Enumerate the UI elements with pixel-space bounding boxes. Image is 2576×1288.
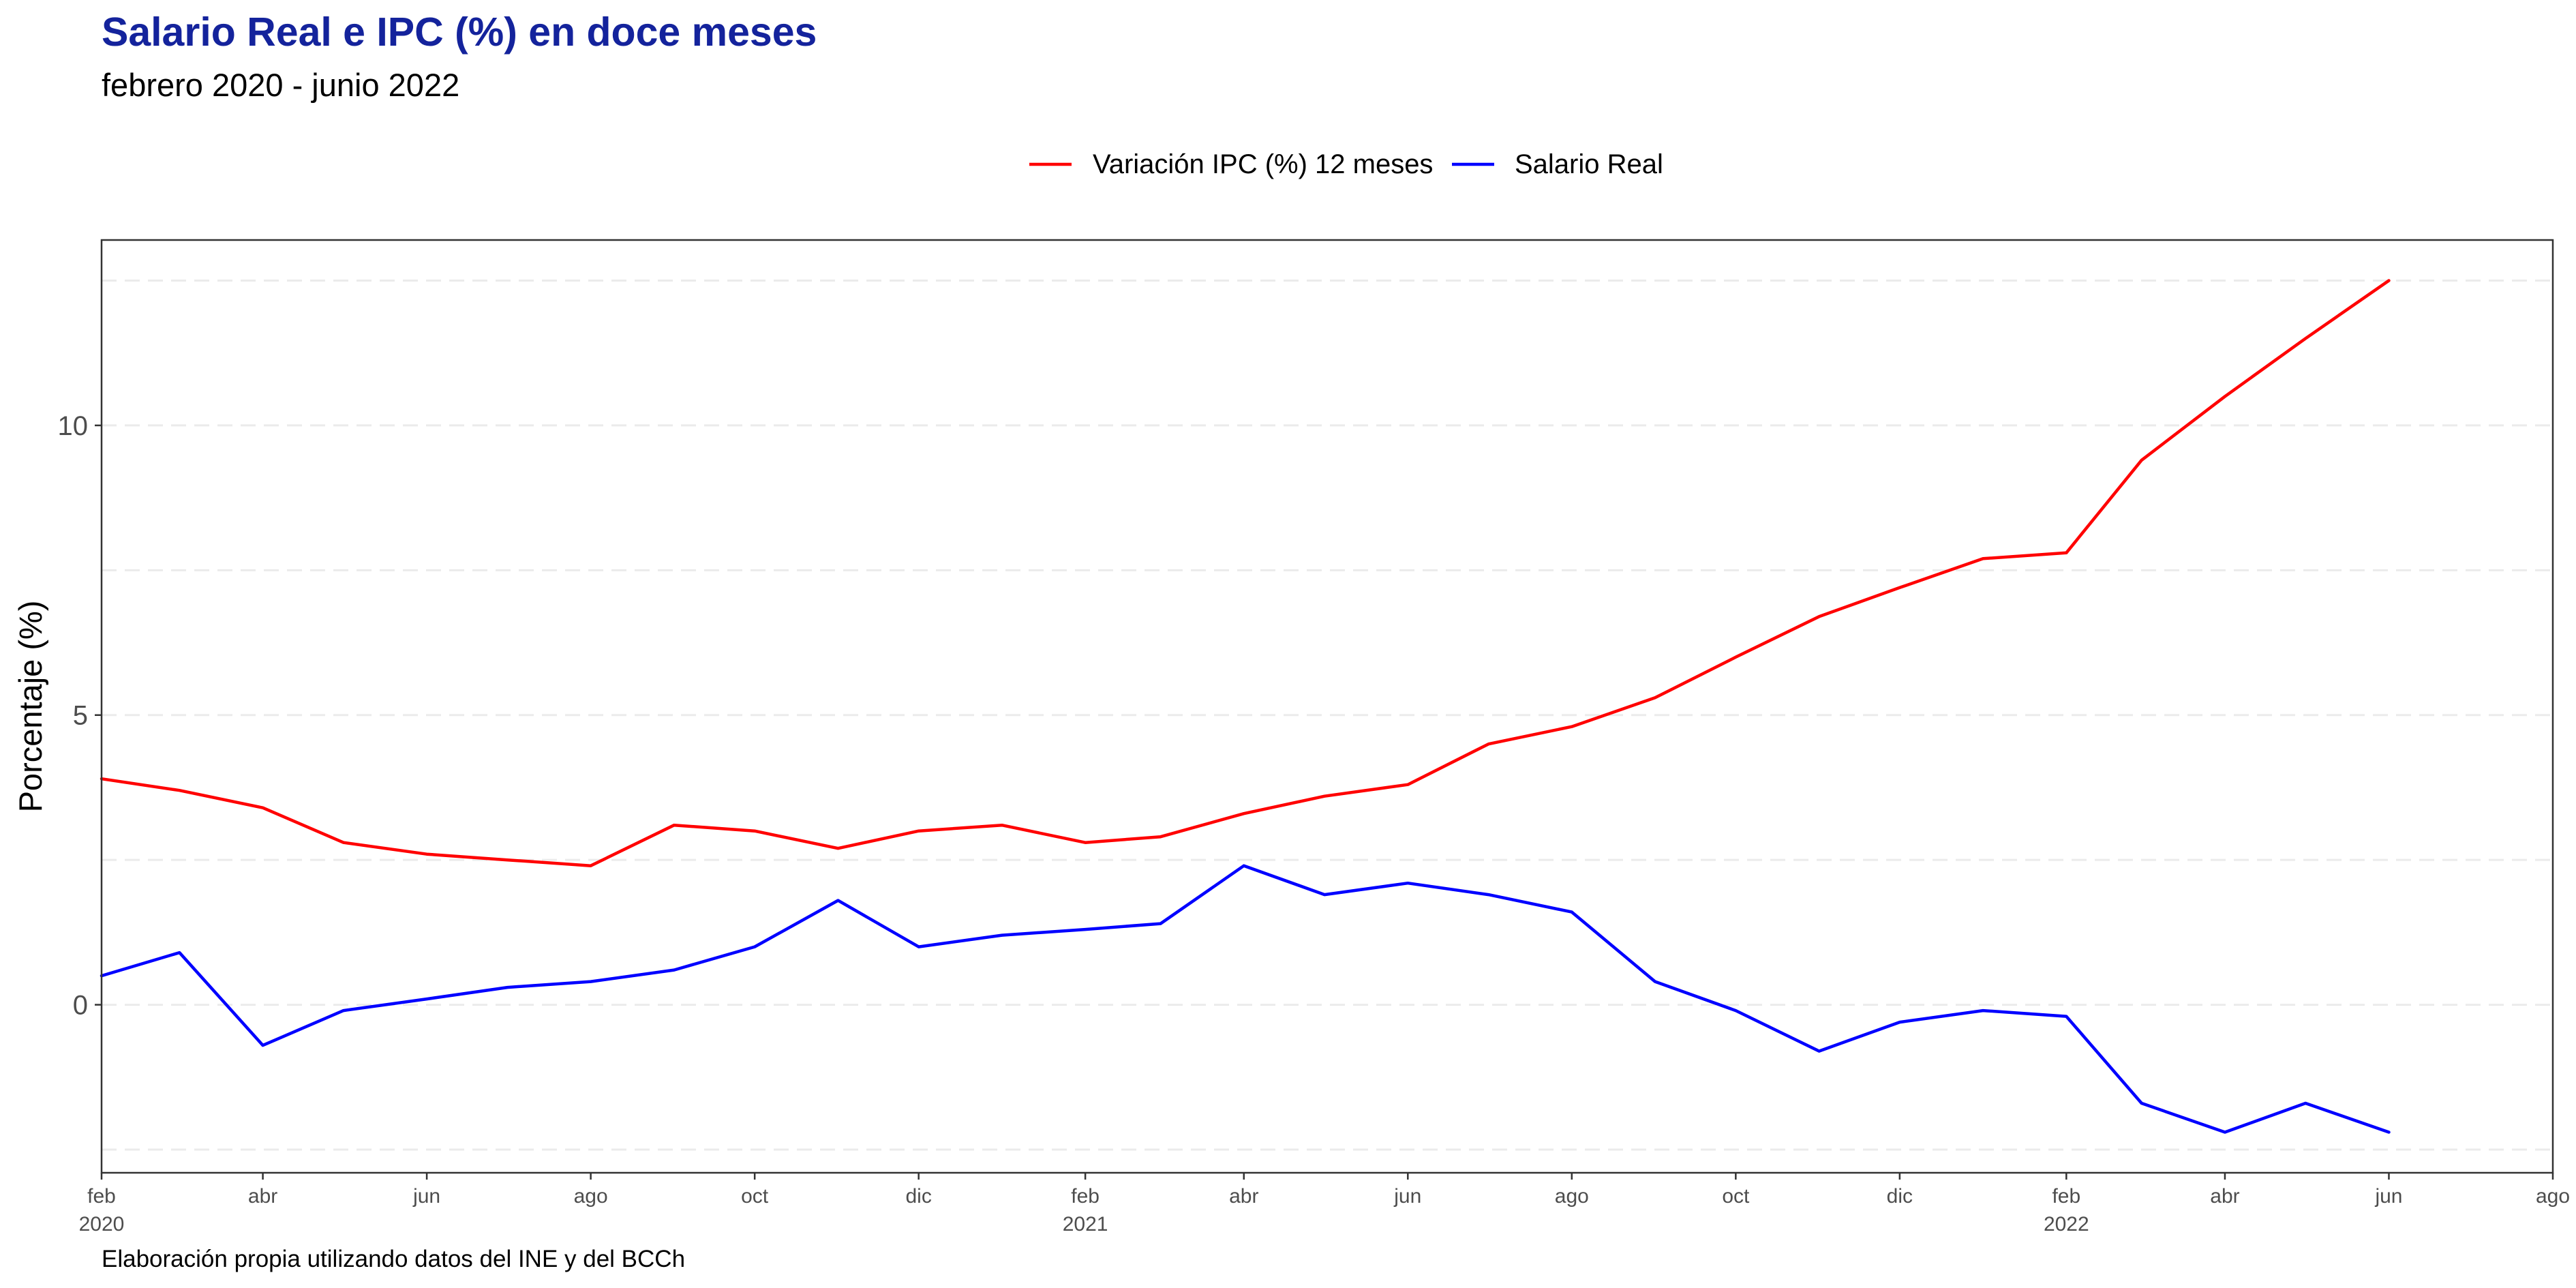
x-tick-label: oct — [741, 1185, 769, 1208]
x-tick-label: feb — [1071, 1185, 1100, 1208]
x-tick-label: ago — [574, 1185, 608, 1208]
y-axis-title: Porcentaje (%) — [12, 601, 48, 813]
x-tick-label: ago — [1555, 1185, 1589, 1208]
x-tick-label: feb — [2052, 1185, 2080, 1208]
x-axis: feb 2020 abr jun ago oct dic feb 2021 abr jun ago oc… — [79, 1173, 2570, 1235]
x-tick-label: dic — [905, 1185, 931, 1208]
y-axis: 0 5 10 — [58, 411, 102, 1021]
x-tick-label: feb — [87, 1185, 116, 1208]
x-tick-label: jun — [2374, 1185, 2402, 1208]
chart-subtitle: febrero 2020 - junio 2022 — [102, 67, 459, 103]
y-tick-label: 5 — [73, 701, 88, 731]
legend-label-ipc: Variación IPC (%) 12 meses — [1093, 149, 1433, 179]
x-tick-year-label: 2022 — [2044, 1213, 2089, 1235]
y-tick-label: 0 — [73, 991, 88, 1021]
legend: Variación IPC (%) 12 meses Salario Real — [1029, 149, 1663, 179]
x-tick-label: dic — [1887, 1185, 1913, 1208]
x-tick-label: abr — [1229, 1185, 1258, 1208]
x-tick-label: abr — [248, 1185, 277, 1208]
x-tick-label: jun — [412, 1185, 440, 1208]
series-line-ipc — [100, 279, 2391, 867]
series-line-salario-real — [100, 864, 2391, 1134]
y-tick-label: 10 — [58, 411, 89, 441]
x-tick-year-label: 2020 — [79, 1213, 125, 1235]
x-tick-label: abr — [2210, 1185, 2239, 1208]
gridlines — [102, 279, 2553, 1151]
x-tick-label: oct — [1722, 1185, 1750, 1208]
plot-panel-border — [100, 239, 2554, 1174]
series-layer — [100, 279, 2391, 1134]
legend-label-salario-real: Salario Real — [1515, 149, 1663, 179]
x-tick-label: ago — [2536, 1185, 2570, 1208]
x-tick-year-label: 2021 — [1063, 1213, 1108, 1235]
x-tick-label: jun — [1393, 1185, 1421, 1208]
chart-title: Salario Real e IPC (%) en doce meses — [102, 10, 817, 55]
chart-caption: Elaboración propia utilizando datos del … — [102, 1246, 685, 1272]
